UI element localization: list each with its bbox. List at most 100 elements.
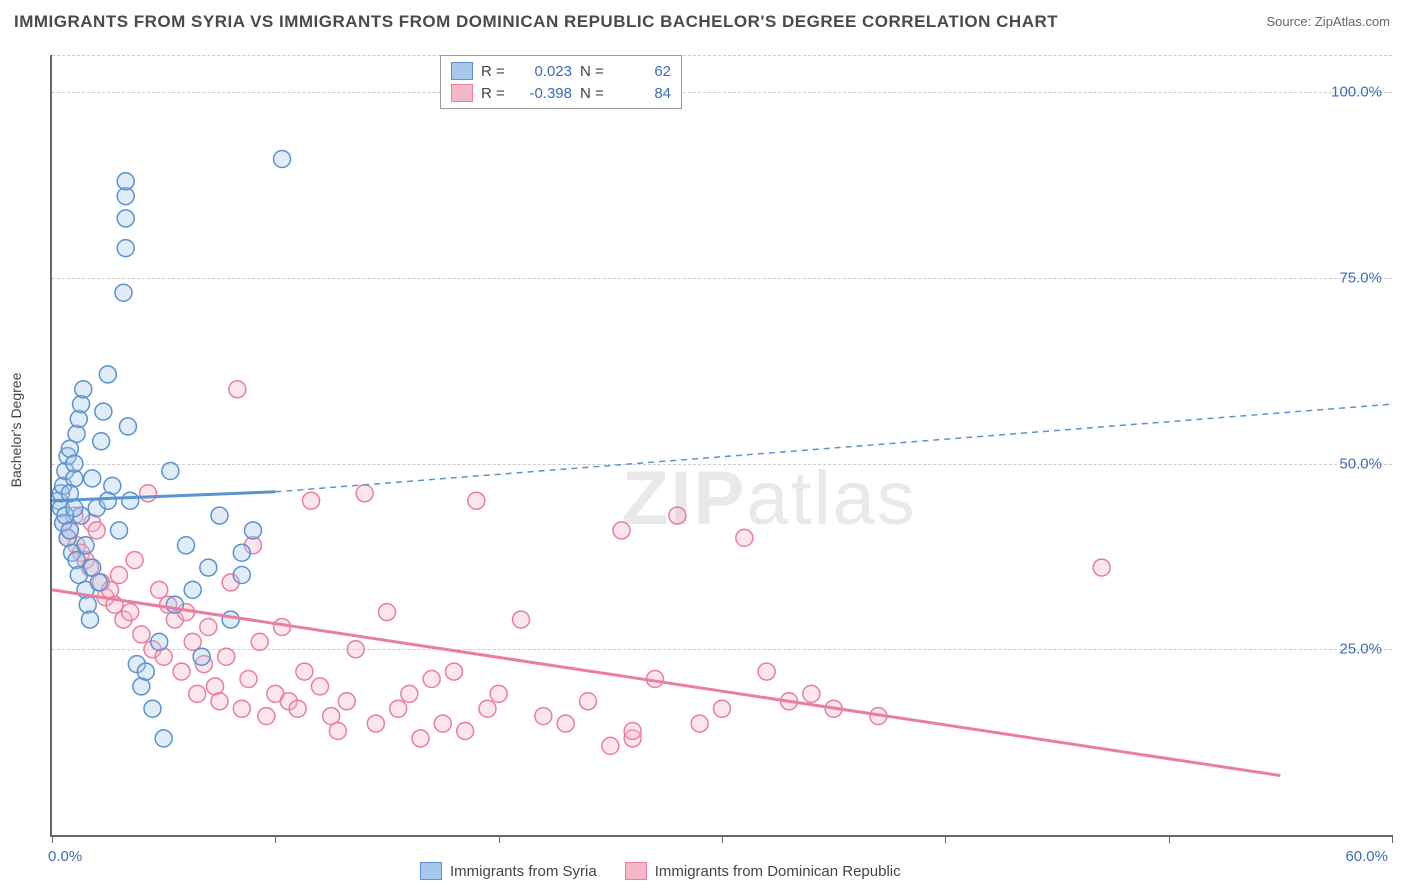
- xtick: [499, 835, 500, 843]
- scatter-point: [189, 685, 206, 702]
- scatter-point: [233, 567, 250, 584]
- scatter-point: [137, 663, 154, 680]
- xtick: [722, 835, 723, 843]
- scatter-point: [140, 485, 157, 502]
- swatch-dominican: [451, 84, 473, 102]
- legend-item-syria: Immigrants from Syria: [420, 862, 597, 880]
- scatter-chart-svg: [52, 55, 1392, 835]
- xtick: [945, 835, 946, 843]
- scatter-point: [122, 604, 139, 621]
- scatter-point: [379, 604, 396, 621]
- scatter-point: [66, 455, 83, 472]
- scatter-point: [115, 284, 132, 301]
- scatter-point: [90, 574, 107, 591]
- scatter-point: [347, 641, 364, 658]
- scatter-point: [446, 663, 463, 680]
- xtick-label: 60.0%: [1345, 848, 1388, 865]
- r-label: R =: [481, 85, 509, 102]
- scatter-point: [401, 685, 418, 702]
- scatter-point: [77, 537, 94, 554]
- scatter-point: [200, 619, 217, 636]
- scatter-point: [338, 693, 355, 710]
- scatter-point: [99, 366, 116, 383]
- xtick: [275, 835, 276, 843]
- scatter-point: [468, 492, 485, 509]
- scatter-point: [535, 708, 552, 725]
- stats-legend: R = 0.023 N = 62 R = -0.398 N = 84: [440, 55, 682, 109]
- scatter-point: [119, 418, 136, 435]
- scatter-point: [200, 559, 217, 576]
- swatch-syria: [451, 62, 473, 80]
- stats-row-syria: R = 0.023 N = 62: [451, 60, 671, 82]
- r-value-syria: 0.023: [517, 63, 572, 80]
- n-value-dominican: 84: [616, 85, 671, 102]
- scatter-point: [390, 700, 407, 717]
- scatter-point: [258, 708, 275, 725]
- scatter-point: [367, 715, 384, 732]
- swatch-syria-2: [420, 862, 442, 880]
- scatter-point: [61, 522, 78, 539]
- scatter-point: [155, 730, 172, 747]
- n-value-syria: 62: [616, 63, 671, 80]
- scatter-point: [222, 611, 239, 628]
- xtick: [1392, 835, 1393, 843]
- trend-line: [52, 590, 1280, 776]
- scatter-point: [95, 403, 112, 420]
- scatter-point: [274, 151, 291, 168]
- scatter-point: [479, 700, 496, 717]
- scatter-point: [758, 663, 775, 680]
- r-value-dominican: -0.398: [517, 85, 572, 102]
- scatter-point: [218, 648, 235, 665]
- plot-area: ZIPatlas 25.0%50.0%75.0%100.0%0.0%60.0%: [50, 55, 1392, 837]
- legend-item-dominican: Immigrants from Dominican Republic: [625, 862, 901, 880]
- scatter-point: [513, 611, 530, 628]
- scatter-point: [75, 381, 92, 398]
- n-label: N =: [580, 85, 608, 102]
- scatter-point: [178, 537, 195, 554]
- scatter-point: [303, 492, 320, 509]
- scatter-point: [193, 648, 210, 665]
- scatter-point: [93, 433, 110, 450]
- scatter-point: [329, 723, 346, 740]
- chart-title: IMMIGRANTS FROM SYRIA VS IMMIGRANTS FROM…: [14, 12, 1058, 32]
- scatter-point: [88, 522, 105, 539]
- scatter-point: [736, 529, 753, 546]
- scatter-point: [151, 633, 168, 650]
- stats-row-dominican: R = -0.398 N = 84: [451, 82, 671, 104]
- scatter-point: [240, 671, 257, 688]
- scatter-point: [624, 723, 641, 740]
- scatter-point: [251, 633, 268, 650]
- scatter-point: [457, 723, 474, 740]
- legend-label-dominican: Immigrants from Dominican Republic: [655, 863, 901, 880]
- scatter-point: [117, 210, 134, 227]
- scatter-point: [490, 685, 507, 702]
- scatter-point: [245, 522, 262, 539]
- scatter-point: [803, 685, 820, 702]
- scatter-point: [229, 381, 246, 398]
- scatter-point: [714, 700, 731, 717]
- scatter-point: [144, 700, 161, 717]
- scatter-point: [289, 700, 306, 717]
- source-attribution: Source: ZipAtlas.com: [1266, 14, 1390, 29]
- scatter-point: [691, 715, 708, 732]
- scatter-point: [111, 522, 128, 539]
- scatter-point: [669, 507, 686, 524]
- scatter-point: [99, 492, 116, 509]
- scatter-point: [122, 492, 139, 509]
- scatter-point: [233, 544, 250, 561]
- scatter-point: [423, 671, 440, 688]
- trend-line: [275, 404, 1392, 492]
- scatter-point: [211, 693, 228, 710]
- scatter-point: [184, 633, 201, 650]
- scatter-point: [84, 470, 101, 487]
- scatter-point: [117, 240, 134, 257]
- scatter-point: [117, 173, 134, 190]
- scatter-point: [580, 693, 597, 710]
- xtick-label: 0.0%: [48, 848, 82, 865]
- scatter-point: [1093, 559, 1110, 576]
- series-legend: Immigrants from Syria Immigrants from Do…: [420, 862, 901, 880]
- scatter-point: [434, 715, 451, 732]
- scatter-point: [81, 611, 98, 628]
- scatter-point: [602, 737, 619, 754]
- scatter-point: [111, 567, 128, 584]
